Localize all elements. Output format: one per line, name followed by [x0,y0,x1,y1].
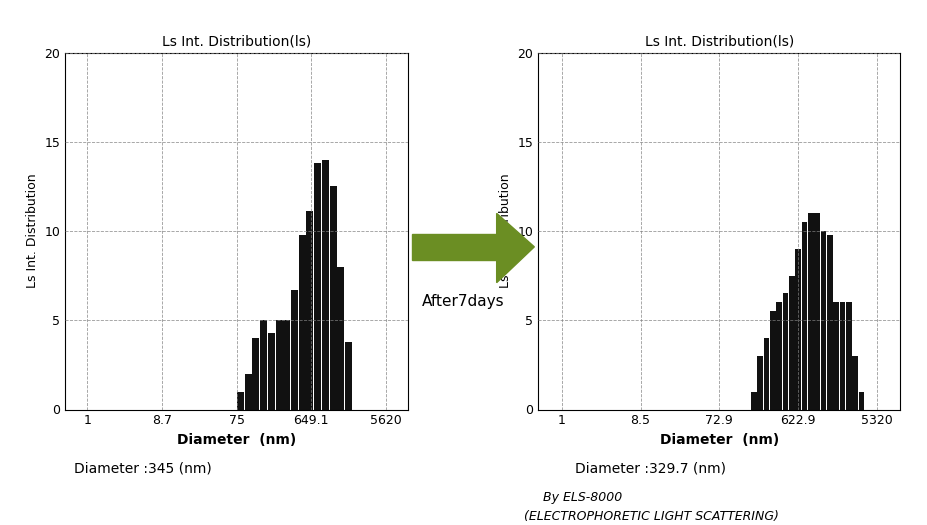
Bar [769,311,775,410]
Title: Ls Int. Distribution(ls): Ls Int. Distribution(ls) [644,35,793,48]
Bar [763,338,768,410]
Bar [412,234,496,259]
Bar [814,213,819,410]
Bar [819,231,826,410]
Bar [852,356,857,410]
Text: Diameter :345 (nm): Diameter :345 (nm) [74,461,211,476]
Bar [283,320,290,410]
X-axis label: Diameter  (nm): Diameter (nm) [659,433,778,447]
Bar [268,333,274,410]
Text: After7days: After7days [421,294,503,309]
Bar [845,302,851,410]
Bar [839,302,844,410]
Bar [776,302,781,410]
Bar [275,320,282,410]
X-axis label: Diameter  (nm): Diameter (nm) [177,433,296,447]
Bar [337,267,344,410]
Text: Diameter :329.7 (nm): Diameter :329.7 (nm) [575,461,726,476]
Title: Ls Int. Distribution(ls): Ls Int. Distribution(ls) [162,35,311,48]
Bar [750,392,756,410]
Y-axis label: Ls Int. Distribution: Ls Int. Distribution [26,174,39,288]
Bar [329,186,337,410]
Bar [756,356,762,410]
Bar [781,293,788,410]
Text: (ELECTROPHORETIC LIGHT SCATTERING): (ELECTROPHORETIC LIGHT SCATTERING) [524,510,779,523]
Bar [298,235,305,410]
Bar [832,302,838,410]
Polygon shape [496,213,534,282]
Bar [236,392,244,410]
Bar [322,160,328,410]
Bar [807,213,813,410]
Text: By ELS-8000: By ELS-8000 [542,491,621,505]
Bar [345,342,351,410]
Bar [314,163,321,410]
Bar [260,320,267,410]
Bar [857,392,864,410]
Bar [794,249,800,410]
Bar [291,290,298,410]
Bar [245,374,251,410]
Bar [826,235,832,410]
Bar [801,222,806,410]
Y-axis label: Ls Int. Distribution: Ls Int. Distribution [499,174,512,288]
Bar [306,212,313,410]
Bar [252,338,260,410]
Bar [788,276,794,410]
